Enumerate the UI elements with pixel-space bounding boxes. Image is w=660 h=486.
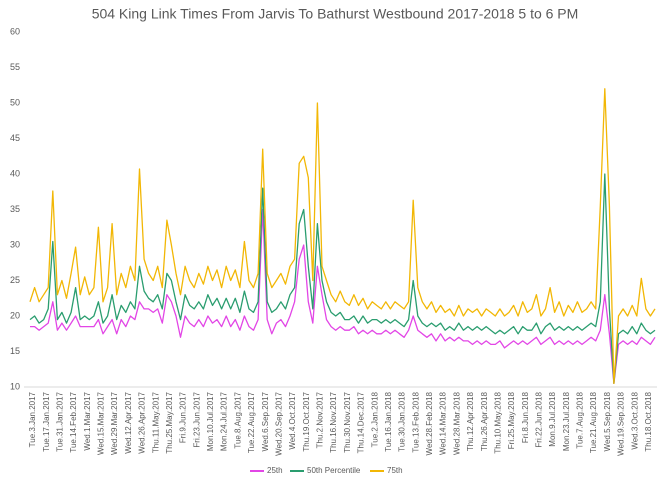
x-tick-label: Wed.5.Sep.2018 xyxy=(603,391,612,451)
legend-label: 75th xyxy=(387,466,403,475)
y-tick-label: 25 xyxy=(10,275,20,285)
x-tick-label: Thu.30.Nov.2017 xyxy=(343,391,352,452)
x-tick-label: Tue.13.Feb.2018 xyxy=(411,391,420,452)
x-tick-label: Thu.12.Apr.2018 xyxy=(466,391,475,451)
series-line xyxy=(29,88,656,385)
y-tick-label: 15 xyxy=(10,346,20,356)
x-tick-label: Wed.14.Mar.2018 xyxy=(439,391,448,455)
x-tick-label: Thu.11.May.2017 xyxy=(151,391,160,453)
x-tick-label: Thu.16.Nov.2017 xyxy=(329,391,338,452)
y-tick-label: 10 xyxy=(10,381,20,391)
x-tick-label: Fri.23.Jun.2017 xyxy=(192,391,201,447)
x-tick-label: Tue.7.Aug.2018 xyxy=(576,391,585,448)
x-tick-label: Tue.21.Aug.2018 xyxy=(589,391,598,453)
x-tick-label: Thu.10.May.2018 xyxy=(493,391,502,453)
y-tick-label: 55 xyxy=(10,62,20,72)
x-tick-label: Thu.14.Dec.2017 xyxy=(357,391,366,453)
x-tick-label: Tue.3.Jan.2017 xyxy=(28,391,37,447)
y-tick-label: 35 xyxy=(10,204,20,214)
x-tick-label: Mon.9.Jul.2018 xyxy=(548,391,557,446)
x-tick-label: Wed.28.Feb.2018 xyxy=(425,391,434,455)
x-tick-label: Thu.26.Apr.2018 xyxy=(480,391,489,451)
x-tick-label: Fri.8.Jun.2018 xyxy=(521,391,530,443)
series-line xyxy=(30,208,656,385)
x-tick-label: Wed.20.Sep.2017 xyxy=(274,391,283,455)
x-tick-label: Tue.2.Jan.2018 xyxy=(370,391,379,447)
x-tick-label: Mon.23.Jul.2018 xyxy=(562,391,571,451)
x-tick-label: Fri.22.Jun.2018 xyxy=(534,391,543,447)
legend-label: 50th Percentile xyxy=(307,466,361,475)
x-tick-label: Thu.18.Oct.2018 xyxy=(644,391,653,451)
chart-title: 504 King Link Times From Jarvis To Bathu… xyxy=(92,6,579,22)
x-tick-label: Wed.28.Mar.2018 xyxy=(452,391,461,455)
x-tick-label: Fri.25.May.2018 xyxy=(507,391,516,449)
x-tick-label: Wed.19.Sep.2018 xyxy=(617,391,626,455)
y-tick-label: 40 xyxy=(10,168,20,178)
x-tick-label: Mon.10.Jul.2017 xyxy=(206,391,215,451)
x-tick-label: Tue.14.Feb.2017 xyxy=(69,391,78,452)
series-line xyxy=(29,173,656,385)
x-tick-label: Tue.16.Jan.2018 xyxy=(384,391,393,451)
x-tick-label: Tue.22.Aug.2017 xyxy=(247,391,256,453)
y-tick-label: 45 xyxy=(10,133,20,143)
x-tick-label: Tue.8.Aug.2017 xyxy=(233,391,242,448)
x-tick-label: Wed.1.Mar.2017 xyxy=(83,391,92,450)
x-tick-label: Tue.30.Jan.2018 xyxy=(398,391,407,451)
y-tick-label: 50 xyxy=(10,97,20,107)
x-tick-label: Wed.15.Mar.2017 xyxy=(97,391,106,455)
legend-label: 25th xyxy=(267,466,283,475)
x-tick-label: Thu.19.Oct.2017 xyxy=(302,391,311,451)
y-tick-label: 60 xyxy=(10,26,20,36)
x-tick-label: Tue.17.Jan.2017 xyxy=(42,391,51,451)
x-tick-label: Wed.12.Apr.2017 xyxy=(124,391,133,453)
y-tick-label: 20 xyxy=(10,310,20,320)
x-tick-label: Wed.26.Apr.2017 xyxy=(138,391,147,453)
x-tick-label: Fri.9.Jun.2017 xyxy=(179,391,188,443)
x-tick-label: Wed.4.Oct.2017 xyxy=(288,391,297,449)
x-tick-label: Mon.24.Jul.2017 xyxy=(220,391,229,451)
x-tick-label: Wed.3.Oct.2018 xyxy=(630,391,639,449)
x-tick-label: Thu.25.May.2017 xyxy=(165,391,174,453)
x-tick-label: Wed.6.Sep.2017 xyxy=(261,391,270,451)
y-tick-label: 30 xyxy=(10,239,20,249)
x-tick-label: Tue.31.Jan.2017 xyxy=(55,391,64,451)
x-tick-label: Wed.29.Mar.2017 xyxy=(110,391,119,455)
x-tick-label: Thu.2.Nov.2017 xyxy=(316,391,325,448)
